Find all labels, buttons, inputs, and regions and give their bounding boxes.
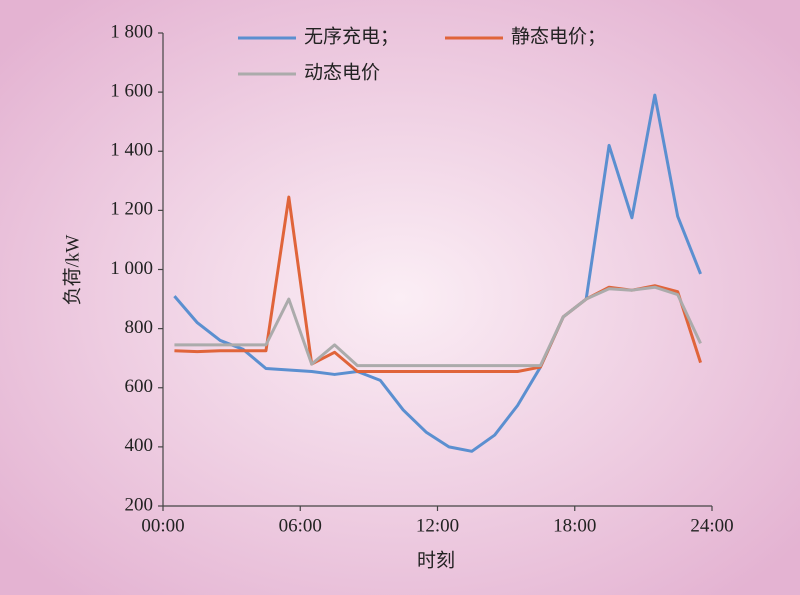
x-tick-label: 24:00 [690,515,733,536]
y-tick-label: 600 [125,376,154,397]
y-tick-label: 1 400 [110,140,153,161]
y-tick-label: 1 800 [110,21,153,42]
x-axis-label: 时刻 [417,549,455,571]
y-axis-label: 负荷/kW [61,235,83,306]
y-tick-label: 800 [125,317,154,338]
legend-label: 动态电价 [304,61,380,83]
y-tick-label: 400 [125,435,154,456]
x-tick-label: 18:00 [553,515,596,536]
x-tick-label: 12:00 [416,515,459,536]
y-tick-label: 1 200 [110,199,153,220]
y-tick-label: 200 [125,494,154,515]
legend-label: 无序充电； [304,25,399,47]
y-tick-label: 1 600 [110,80,153,101]
y-tick-label: 1 000 [110,258,153,279]
legend-label: 静态电价； [511,25,606,47]
x-tick-label: 00:00 [141,515,184,536]
series-line [174,285,702,368]
series-line [173,93,702,453]
x-tick-label: 06:00 [279,515,322,536]
